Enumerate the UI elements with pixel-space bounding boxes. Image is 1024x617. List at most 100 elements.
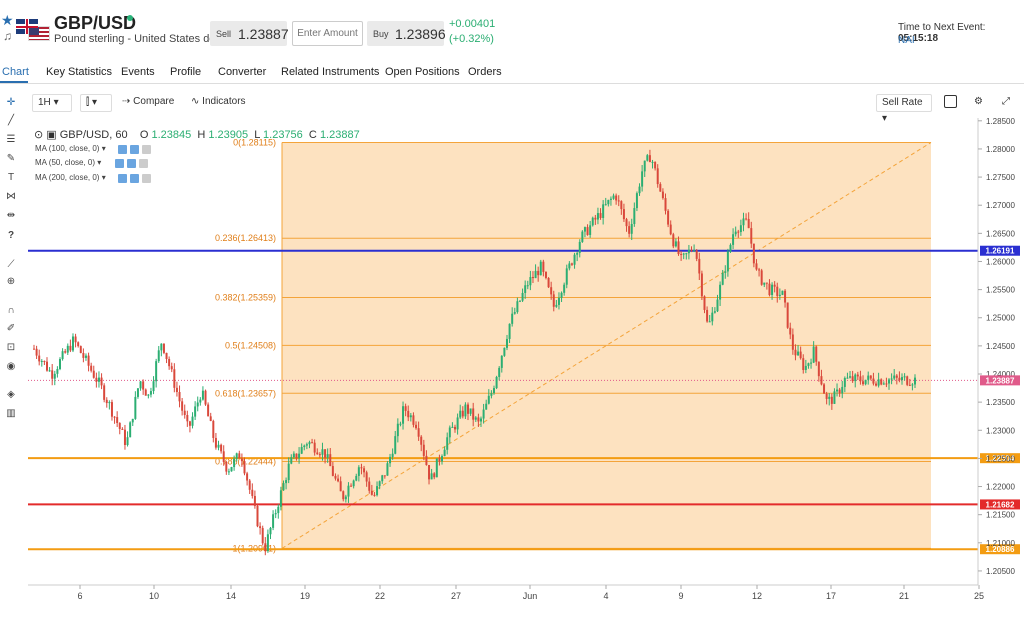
candle-body [152,381,155,392]
ma100-settings-icon[interactable] [130,145,139,154]
legend-c-label: C [308,129,317,141]
ma200-close-icon[interactable] [142,174,151,183]
candle-body [298,453,301,459]
drawing-toolbar: ✛ ╱ ☰ ✎ T ⋈ ⇹ ? ⟋ ⊕ ∩ ✐ ⊡ ◉ ◈ ▥ [0,88,22,617]
next-event-link[interactable]: NAI [898,35,915,46]
time-axis-label: 14 [226,591,236,601]
candle-body [698,258,701,274]
indicator-ma200[interactable]: MA (200, close, 0) ▾ [35,173,106,182]
symbol-title: GBP/USD [54,13,137,33]
compare-label: Compare [133,96,175,107]
measure-icon[interactable]: ⇹ [6,210,16,221]
candle-body [677,241,680,255]
chart-type-select[interactable]: ⫿ ▾ [80,94,112,112]
pattern-icon[interactable]: ⋈ [6,191,16,202]
candle-body [628,226,631,234]
candle-body [181,401,184,411]
trendline-icon[interactable]: ╱ [7,115,15,126]
ma50-close-icon[interactable] [139,159,148,168]
tab-events[interactable]: Events [121,66,155,78]
candle-body [880,379,883,385]
question-icon[interactable]: ? [7,230,15,241]
legend-controls-icon[interactable]: ⊙ ▣ [34,129,60,141]
candle-body [612,195,615,199]
ma100-close-icon[interactable] [142,145,151,154]
checkbox-icon[interactable] [944,95,957,108]
ma200-visibility-icon[interactable] [118,174,127,183]
sell-button[interactable]: Sell 1.23887 [210,21,289,46]
candle-body [142,381,145,390]
alert-icon[interactable]: ♫ [3,29,12,43]
ohlc-legend: ⊙ ▣ GBP/USD, 60 O 1.23845 H 1.23905 L 1.… [34,128,360,141]
tab-converter[interactable]: Converter [218,66,267,78]
candle-body [638,186,641,194]
legend-o-label: O [139,129,149,141]
ruler-icon[interactable]: ⟋ [7,259,15,270]
candle-body [836,389,839,392]
amount-input[interactable] [292,21,363,46]
text-icon[interactable]: T [7,172,15,183]
candle-body [290,457,293,464]
trash-icon[interactable]: ▥ [6,408,16,419]
candle-body [454,426,457,430]
zoom-icon[interactable]: ⊕ [6,276,16,287]
ma50-settings-icon[interactable] [127,159,136,168]
candle-body [729,244,732,252]
candle-body [162,343,165,353]
tab-orders[interactable]: Orders [468,66,502,78]
layers-icon[interactable]: ◈ [7,389,15,400]
compare-button[interactable]: ⇢ Compare [122,96,174,107]
lock-icon[interactable]: ⊡ [6,342,16,353]
price-tag-bg [980,245,1020,256]
fullscreen-icon[interactable]: ⤢ [1002,96,1010,107]
tab-related-instruments[interactable]: Related Instruments [281,66,380,78]
ma200-settings-icon[interactable] [130,174,139,183]
candle-body [248,480,251,490]
candle-body [308,442,311,445]
buy-button[interactable]: Buy 1.23896 [367,21,446,46]
candle-body [482,409,485,419]
indicator-ma50[interactable]: MA (50, close, 0) ▾ [35,158,102,167]
candle-body [451,426,454,428]
candle-body [846,377,849,379]
candle-body [438,458,441,462]
candle-body [635,193,638,209]
candle-body [277,506,280,514]
candle-body [895,375,898,378]
interval-select[interactable]: 1H ▾ [32,94,72,112]
candle-body [622,209,625,220]
star-icon[interactable]: ★ [1,12,14,28]
candle-body [329,454,332,467]
candle-body [285,480,288,484]
sell-rate-select[interactable]: Sell Rate ▾ [876,94,932,124]
candle-body [186,414,189,422]
candle-body [872,378,875,384]
tab-chart[interactable]: Chart [2,66,29,78]
candle-body [394,436,397,454]
candle-body [326,454,329,458]
lock-draw-icon[interactable]: ✐ [6,323,16,334]
fib-icon[interactable]: ☰ [6,134,16,145]
candle-body [542,261,545,272]
tab-open-positions[interactable]: Open Positions [385,66,460,78]
candle-body [862,381,865,385]
candle-body [656,168,659,185]
tab-profile[interactable]: Profile [170,66,202,78]
crosshair-icon[interactable]: ✛ [6,97,16,108]
eye-icon[interactable]: ◉ [6,361,16,372]
magnet-icon[interactable]: ∩ [7,305,15,316]
settings-icon[interactable]: ⚙ [974,96,983,107]
candle-body [742,218,745,226]
fib-level-label: 0.618(1.23657) [215,388,276,398]
brush-icon[interactable]: ✎ [6,153,16,164]
time-axis-label: 17 [826,591,836,601]
price-axis-label: 1.26000 [986,257,1015,266]
candle-body [469,408,472,414]
indicator-ma100[interactable]: MA (100, close, 0) ▾ [35,144,106,153]
indicators-button[interactable]: ∿ Indicators [191,96,246,107]
ma50-visibility-icon[interactable] [115,159,124,168]
candle-body [726,251,729,272]
tab-key-statistics[interactable]: Key Statistics [46,66,113,78]
ma100-visibility-icon[interactable] [118,145,127,154]
